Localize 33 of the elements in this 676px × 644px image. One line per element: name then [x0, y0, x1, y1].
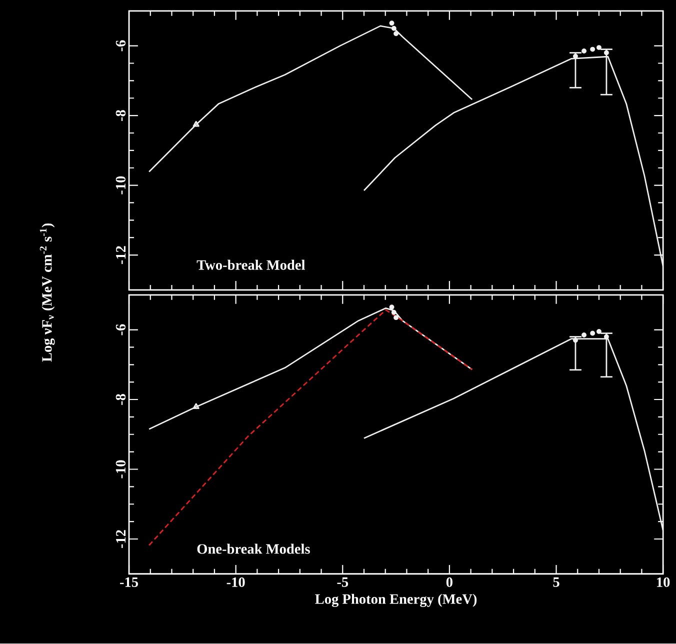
x-tick-label: -15	[120, 578, 138, 588]
annotation: One-break Models	[197, 544, 310, 554]
y-tick-label: -6	[116, 40, 126, 52]
line-series	[148, 308, 473, 430]
x-tick-label: 0	[446, 578, 452, 588]
point	[590, 47, 596, 52]
point	[391, 310, 396, 316]
point	[590, 330, 596, 336]
point	[582, 48, 587, 54]
y-tick-label: -8	[116, 110, 126, 122]
y-axis-title: Log νF$_{ν}$ (MeV cm$^{-2}$ s$^{-1}$)	[40, 224, 55, 362]
y-tick-label: -10	[116, 460, 126, 478]
point	[192, 121, 200, 127]
x-tick-label: 5	[553, 578, 560, 588]
point	[582, 332, 587, 338]
x-tick-label: -10	[226, 578, 245, 588]
point	[391, 26, 396, 32]
point	[596, 329, 602, 334]
annotation: Two-break Model	[196, 260, 306, 270]
x-tick-label: -5	[337, 578, 348, 588]
point	[192, 403, 200, 410]
y-tick-label: -6	[116, 324, 126, 336]
point	[596, 45, 602, 50]
point	[389, 304, 394, 310]
y-tick-label: -8	[116, 394, 126, 406]
point	[389, 20, 394, 26]
y-tick-label: -12	[116, 530, 126, 548]
y-tick-label: -12	[116, 246, 126, 264]
y-tick-label: -10	[116, 176, 126, 194]
x-tick-label: 10	[657, 578, 670, 588]
point	[394, 315, 399, 320]
point	[394, 31, 399, 36]
x-axis-title: Log Photon Energy (MeV)	[315, 594, 477, 608]
